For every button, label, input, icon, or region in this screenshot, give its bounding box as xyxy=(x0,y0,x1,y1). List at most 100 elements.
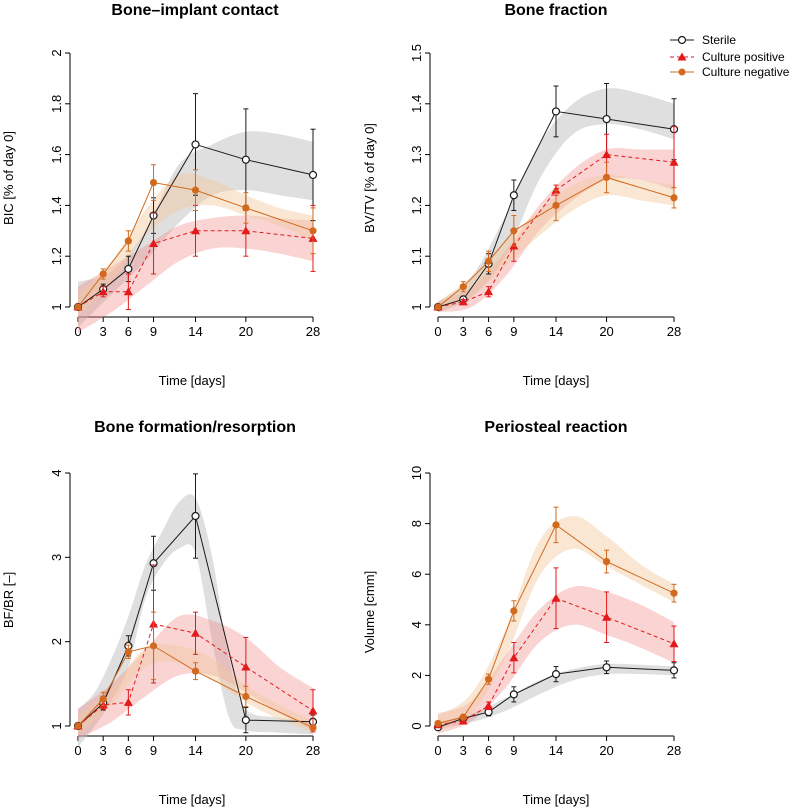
data-point xyxy=(242,692,250,701)
legend-marker-dot-icon xyxy=(678,68,686,76)
data-point xyxy=(241,226,251,235)
data-point xyxy=(309,724,317,732)
data-point xyxy=(308,170,318,180)
data-point xyxy=(669,666,679,675)
x-tick-label: 3 xyxy=(100,324,107,339)
y-tick-label: 8 xyxy=(409,520,424,527)
data-point xyxy=(99,695,107,703)
x-tick-label: 20 xyxy=(599,743,613,758)
data-point xyxy=(241,155,250,164)
x-tick-label: 14 xyxy=(188,743,202,758)
data-point xyxy=(98,287,108,296)
data-point xyxy=(484,257,493,265)
x-tick-label: 3 xyxy=(460,324,467,339)
panel-periosteal-reaction: Periosteal reaction Volume [cmm] Time [d… xyxy=(362,419,681,807)
x-tick-label: 0 xyxy=(434,324,441,339)
panel-bone-implant-contact: Bone–implant contact BIC [% of day 0] Ti… xyxy=(1,2,320,388)
y-tick-label: 1.4 xyxy=(409,95,424,113)
data-point xyxy=(552,521,560,529)
x-tick-label: 3 xyxy=(100,743,107,758)
legend: Sterile Culture positive Culture negativ… xyxy=(670,33,790,79)
confidence-band-sterile xyxy=(438,88,674,313)
y-axis-label: Volume [cmm] xyxy=(362,571,377,653)
data-point xyxy=(602,557,611,566)
legend-marker-triangle-icon xyxy=(677,52,687,61)
data-point xyxy=(191,667,200,675)
x-tick-label: 3 xyxy=(460,743,467,758)
data-point xyxy=(191,226,200,235)
legend-label-culture-positive: Culture positive xyxy=(702,50,785,64)
series-negative xyxy=(434,161,678,311)
data-point xyxy=(308,706,318,715)
x-tick-label: 6 xyxy=(485,743,492,758)
x-axis-label: Time [days] xyxy=(159,373,226,388)
x-tick-label: 9 xyxy=(150,743,157,758)
plot-area: 1 2 3 4 0 3 6 9 14 20 28 xyxy=(49,469,320,758)
data-point xyxy=(124,237,132,245)
confidence-band-positive xyxy=(78,215,313,333)
x-axis: 0 3 6 9 14 20 28 xyxy=(434,316,681,339)
plot-area: 11.21.41.61.820 3 6 9 14 20 28 xyxy=(49,49,320,339)
y-axis: 1 2 3 4 xyxy=(49,469,71,730)
data-point xyxy=(74,303,82,311)
data-point xyxy=(551,593,561,602)
data-point xyxy=(124,648,132,656)
y-tick-label: 1 xyxy=(49,303,64,310)
x-tick-label: 0 xyxy=(74,324,81,339)
x-tick-label: 28 xyxy=(306,743,320,758)
y-axis-label: BV/TV [% of day 0] xyxy=(362,123,377,233)
x-tick-label: 28 xyxy=(667,324,681,339)
x-axis: 0 3 6 9 14 20 28 xyxy=(74,735,320,758)
confidence-band-positive xyxy=(438,148,674,313)
y-tick-label: 1 xyxy=(49,722,64,729)
data-point xyxy=(484,701,494,710)
data-point xyxy=(191,511,200,521)
y-tick-label: 1.4 xyxy=(49,196,64,214)
y-tick-label: 1.5 xyxy=(409,44,424,62)
data-point xyxy=(241,662,251,671)
y-axis: 1 1.2 1.4 1.6 1.8 2 xyxy=(49,49,71,311)
x-tick-label: 20 xyxy=(239,743,253,758)
data-point xyxy=(241,715,250,725)
y-tick-label: 4 xyxy=(49,469,64,476)
y-tick-label: 1.1 xyxy=(409,247,424,265)
confidence-band-positive xyxy=(438,585,674,734)
y-tick-label: 10 xyxy=(409,466,424,480)
data-point xyxy=(123,697,133,706)
y-tick-label: 0 xyxy=(409,722,424,729)
data-point xyxy=(602,114,611,124)
y-tick-label: 1.8 xyxy=(49,95,64,113)
x-tick-label: 20 xyxy=(599,324,613,339)
data-point xyxy=(551,670,561,679)
data-point xyxy=(602,173,611,182)
y-tick-label: 1.2 xyxy=(409,196,424,214)
confidence-band-negative xyxy=(78,173,313,318)
data-point xyxy=(459,713,467,721)
data-point xyxy=(434,303,442,311)
y-tick-label: 1.2 xyxy=(49,247,64,265)
data-point xyxy=(509,191,518,200)
data-point xyxy=(669,157,679,166)
legend-marker-circle-icon xyxy=(677,35,687,45)
data-point xyxy=(484,287,494,296)
x-tick-label: 9 xyxy=(510,324,517,339)
y-tick-label: 2 xyxy=(409,672,424,679)
data-point xyxy=(602,150,612,159)
x-axis-label: Time [days] xyxy=(523,792,590,807)
data-point xyxy=(434,719,442,728)
plot-area: 1 1.1 1.2 1.3 1.4 1.5 0 3 6 9 14 20 28 xyxy=(409,44,681,339)
series-positive xyxy=(433,567,679,729)
data-point xyxy=(242,204,250,212)
panel-title: Periosteal reaction xyxy=(484,419,627,436)
panel-title: Bone–implant contact xyxy=(111,2,279,19)
confidence-band-positive xyxy=(78,614,313,739)
x-tick-label: 28 xyxy=(667,743,681,758)
confidence-band-sterile xyxy=(78,131,313,328)
data-point xyxy=(124,264,133,273)
confidence-band-negative xyxy=(438,515,674,732)
y-tick-label: 1.3 xyxy=(409,146,424,164)
x-tick-label: 0 xyxy=(74,743,81,758)
x-tick-label: 6 xyxy=(125,743,132,758)
x-axis-label: Time [days] xyxy=(159,792,226,807)
series-negative xyxy=(74,611,317,732)
